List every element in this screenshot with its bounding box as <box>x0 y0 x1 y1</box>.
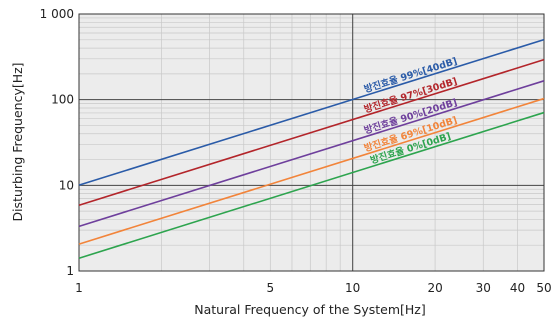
x-tick-label: 1 <box>75 281 83 295</box>
x-tick-label: 50 <box>536 281 551 295</box>
y-tick-label: 1 <box>66 264 74 278</box>
minor-grid <box>79 14 544 271</box>
y-tick-label: 10 <box>59 178 74 192</box>
x-tick-label: 5 <box>266 281 274 295</box>
y-tick-label: 100 <box>51 93 74 107</box>
series-line <box>78 38 545 186</box>
plot-frame <box>78 13 545 272</box>
x-tick-label: 30 <box>476 281 491 295</box>
x-tick-label: 10 <box>345 281 360 295</box>
x-tick-label: 40 <box>510 281 525 295</box>
y-tick-labels: 1 10 100 1 000 <box>40 7 74 278</box>
y-tick-label: 1 000 <box>40 7 74 21</box>
series-lines <box>78 38 545 259</box>
series-line <box>78 97 545 245</box>
series-line <box>78 80 545 228</box>
series-line <box>78 111 545 259</box>
x-tick-labels: 1 5 10 20 30 40 50 <box>75 281 551 295</box>
plot-background <box>79 14 544 271</box>
x-axis-title: Natural Frequency of the System[Hz] <box>194 302 425 317</box>
y-axis-title: Disturbing Frequency[Hz] <box>10 62 25 221</box>
series-line <box>78 58 545 206</box>
x-tick-label: 20 <box>427 281 442 295</box>
